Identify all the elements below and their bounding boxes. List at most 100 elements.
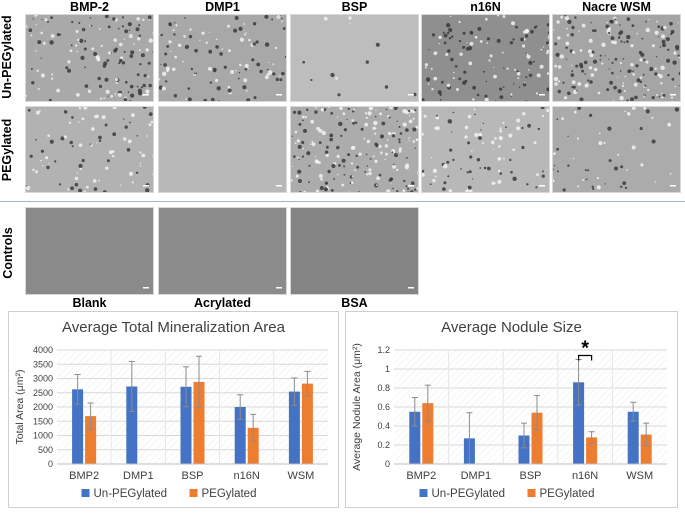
y-tick-label: 3500 bbox=[33, 359, 53, 369]
error-bar bbox=[588, 431, 595, 444]
micrograph-controls-1 bbox=[25, 207, 154, 295]
bar-un-pegylated-dmp1 bbox=[126, 386, 138, 464]
y-tick-label: 0 bbox=[48, 459, 53, 469]
micrograph-peg-2 bbox=[158, 106, 287, 193]
col-label-bmp2: BMP-2 bbox=[70, 0, 109, 14]
y-tick-label: 2000 bbox=[33, 402, 53, 412]
bar-pegylated-n16n bbox=[586, 437, 598, 464]
y-tick-label: 3000 bbox=[33, 374, 53, 384]
y-tick-label: 0 bbox=[385, 459, 390, 469]
micrograph-unpeg-3 bbox=[290, 14, 419, 102]
row-label-controls: Controls bbox=[1, 227, 15, 279]
col-label-bsp: BSP bbox=[341, 0, 368, 14]
significance-bracket bbox=[578, 354, 593, 361]
col-label-n16n: n16N bbox=[470, 0, 501, 14]
y-tick-label: 1500 bbox=[33, 416, 53, 426]
error-bar bbox=[521, 422, 527, 449]
y-tick-label: 0.4 bbox=[377, 421, 390, 431]
bar-un-pegylated-bmp2 bbox=[72, 389, 84, 464]
y-tick-label: 500 bbox=[38, 445, 53, 455]
error-bar bbox=[237, 394, 244, 420]
x-tick-label: DMP1 bbox=[123, 470, 154, 482]
row-label-unpegylated: Un-PEGylated bbox=[0, 15, 14, 99]
control-label-acrylated: Acrylated bbox=[194, 296, 251, 310]
error-bar bbox=[424, 384, 431, 422]
x-tick-label: DMP1 bbox=[461, 470, 492, 482]
micrograph-controls-3 bbox=[290, 207, 419, 295]
error-bar bbox=[250, 413, 257, 442]
control-label-blank: Blank bbox=[72, 296, 107, 310]
micrograph-unpeg-4 bbox=[421, 14, 550, 102]
legend-swatch-1 bbox=[81, 489, 90, 497]
bar-pegylated-wsm bbox=[640, 434, 652, 464]
error-bar bbox=[128, 360, 135, 413]
legend-swatch-1 bbox=[419, 489, 428, 497]
micrograph-unpeg-2 bbox=[158, 14, 287, 102]
y-tick-label: 2500 bbox=[33, 388, 53, 398]
row-label-pegylated: PEGylated bbox=[0, 118, 14, 182]
x-tick-label: BMP2 bbox=[69, 470, 99, 482]
error-bar bbox=[87, 402, 94, 430]
x-tick-label: BSP bbox=[519, 470, 541, 482]
error-bar bbox=[183, 366, 189, 408]
x-tick-label: BMP2 bbox=[406, 470, 436, 482]
chart-nodule-size: Average Nodule Size 0 0.2 0.4 0.6 0.8 1 1.2 Aver… bbox=[351, 319, 667, 500]
error-bar bbox=[411, 397, 418, 427]
chart-panel-nodule-size: Average Nodule Size 0 0.2 0.4 0.6 0.8 1 1.2 Aver… bbox=[345, 311, 678, 508]
bar-pegylated-bsp bbox=[531, 412, 543, 464]
x-tick-label: WSM bbox=[287, 470, 314, 482]
y-tick-label: 0.2 bbox=[377, 440, 390, 450]
error-bar bbox=[74, 374, 81, 405]
chart-title: Average Total Mineralization Area bbox=[62, 319, 286, 336]
chart-panel-total-area: Average Total Mineralization Area 0 500 100… bbox=[8, 311, 339, 508]
micrograph-peg-4 bbox=[421, 106, 550, 193]
legend-label-1: Un-PEGylated bbox=[94, 488, 168, 500]
bar-pegylated-wsm bbox=[301, 383, 313, 464]
micrograph-controls-2 bbox=[158, 207, 287, 295]
legend-swatch-2 bbox=[527, 489, 536, 497]
micrograph-peg-3 bbox=[290, 106, 419, 193]
legend-label-2: PEGylated bbox=[540, 488, 595, 500]
y-tick-label: 0.6 bbox=[377, 402, 390, 412]
error-bar bbox=[291, 377, 298, 406]
y-axis-label: Total Area (μm²) bbox=[14, 370, 26, 445]
x-tick-label: n16N bbox=[572, 470, 598, 482]
chart-total-area: Average Total Mineralization Area 0 500 100… bbox=[14, 319, 328, 500]
col-label-nacre-wsm: Nacre WSM bbox=[582, 0, 651, 14]
bar-un-pegylated-bsp bbox=[180, 386, 192, 464]
bar-un-pegylated-n16n bbox=[234, 407, 246, 464]
legend-swatch-2 bbox=[189, 489, 198, 497]
legend-label-1: Un-PEGylated bbox=[432, 488, 506, 500]
error-bar bbox=[196, 355, 202, 409]
error-bar bbox=[630, 401, 637, 422]
chart-title: Average Nodule Size bbox=[441, 319, 582, 336]
significance-star: * bbox=[581, 338, 589, 360]
micrograph-unpeg-1 bbox=[25, 14, 154, 102]
bar-pegylated-bmp2 bbox=[422, 403, 434, 464]
bar-un-pegylated-bsp bbox=[518, 435, 530, 464]
y-axis-label: Average Nodule Area (μm²) bbox=[351, 343, 363, 471]
error-bar bbox=[534, 395, 540, 431]
bar-pegylated-bmp2 bbox=[85, 416, 97, 464]
y-tick-label: 0.8 bbox=[377, 383, 390, 393]
bar-un-pegylated-n16n bbox=[573, 382, 585, 464]
bar-un-pegylated-bmp2 bbox=[409, 411, 421, 464]
micrograph-peg-5 bbox=[552, 106, 681, 193]
error-bar bbox=[304, 370, 311, 397]
legend-label-2: PEGylated bbox=[202, 488, 257, 500]
col-label-dmp1: DMP1 bbox=[205, 0, 240, 14]
x-tick-label: n16N bbox=[234, 470, 260, 482]
y-tick-label: 1 bbox=[385, 364, 390, 374]
x-tick-label: BSP bbox=[181, 470, 203, 482]
y-tick-label: 1.2 bbox=[377, 345, 390, 355]
y-tick-label: 1000 bbox=[33, 431, 53, 441]
micrograph-peg-1 bbox=[25, 106, 154, 193]
x-tick-label: WSM bbox=[626, 470, 653, 482]
control-label-bsa: BSA bbox=[341, 296, 368, 310]
bar-pegylated-n16n bbox=[247, 427, 259, 464]
section-divider bbox=[0, 201, 685, 202]
y-tick-label: 4000 bbox=[33, 345, 53, 355]
bar-pegylated-bsp bbox=[193, 381, 205, 464]
micrograph-unpeg-5 bbox=[552, 14, 681, 102]
bar-un-pegylated-wsm bbox=[627, 411, 639, 464]
